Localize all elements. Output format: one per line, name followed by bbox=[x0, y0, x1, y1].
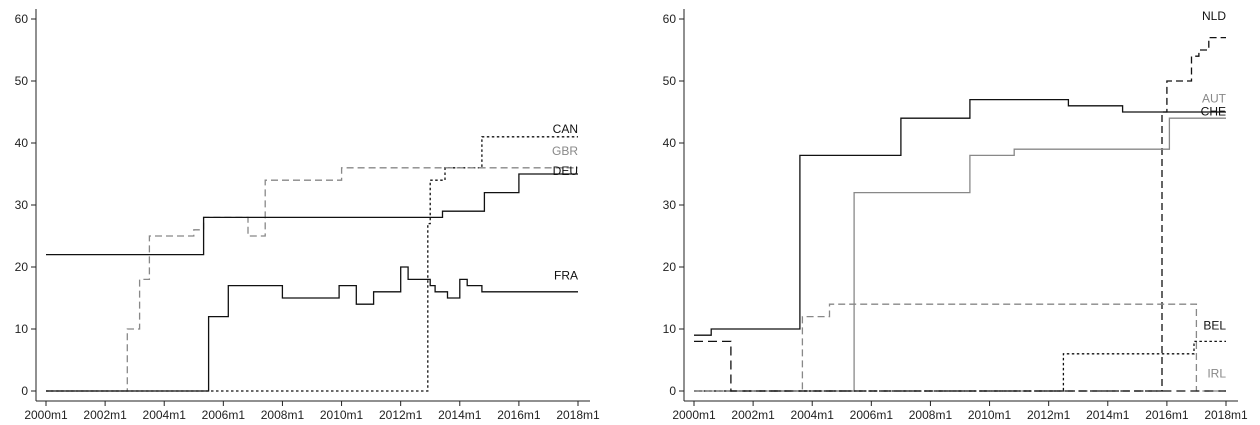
y-tick-label: 50 bbox=[663, 74, 677, 88]
x-tick-label: 2002m1 bbox=[731, 408, 775, 422]
series-label-fra: FRA bbox=[554, 269, 578, 283]
y-tick-label: 40 bbox=[15, 136, 29, 150]
series-label-bel: BEL bbox=[1203, 318, 1226, 332]
series-line-nld bbox=[694, 36, 1226, 392]
y-tick-label: 0 bbox=[669, 384, 676, 398]
series-line-irl bbox=[694, 303, 1226, 392]
y-tick-label: 50 bbox=[15, 74, 29, 88]
series-label-deu: DEU bbox=[553, 164, 578, 178]
x-tick-label: 2004m1 bbox=[791, 408, 835, 422]
series-line-deu bbox=[46, 173, 578, 256]
x-tick-label: 2012m1 bbox=[379, 408, 423, 422]
x-tick-label: 2016m1 bbox=[1145, 408, 1189, 422]
series-line-unlabeled bbox=[694, 340, 1226, 392]
x-tick-label: 2002m1 bbox=[83, 408, 127, 422]
x-tick-label: 2000m1 bbox=[24, 408, 68, 422]
x-tick-label: 2010m1 bbox=[320, 408, 364, 422]
series-label-che: CHE bbox=[1201, 104, 1226, 118]
series-label-can: CAN bbox=[553, 122, 578, 136]
x-tick-label: 2006m1 bbox=[202, 408, 246, 422]
x-tick-label: 2018m1 bbox=[556, 408, 600, 422]
series-line-bel bbox=[694, 340, 1226, 392]
series-label-irl: IRL bbox=[1207, 367, 1226, 381]
x-tick-label: 2014m1 bbox=[1086, 408, 1130, 422]
y-tick-label: 30 bbox=[15, 198, 29, 212]
y-tick-label: 10 bbox=[15, 322, 29, 336]
y-tick-label: 20 bbox=[15, 260, 29, 274]
chart-left: 0 10 20 30 40 50 60 2000m1 2002m1 2004m1 2006m1 200… bbox=[15, 9, 600, 422]
series-label-aut: AUT bbox=[1202, 91, 1227, 105]
x-tick-label: 2012m1 bbox=[1027, 408, 1071, 422]
x-tick-label: 2016m1 bbox=[497, 408, 541, 422]
x-tick-label: 2010m1 bbox=[968, 408, 1012, 422]
series-line-can bbox=[46, 136, 578, 392]
x-tick-label: 2014m1 bbox=[438, 408, 482, 422]
x-tick-label: 2004m1 bbox=[143, 408, 187, 422]
y-tick-label: 0 bbox=[21, 384, 28, 398]
chart-right: 0 10 20 30 40 50 60 2000m1 2002m1 2004m1 2006m1 200… bbox=[663, 9, 1248, 422]
x-tick-label: 2000m1 bbox=[672, 408, 716, 422]
x-tick-label: 2018m1 bbox=[1204, 408, 1248, 422]
y-tick-label: 20 bbox=[663, 260, 677, 274]
x-tick-label: 2006m1 bbox=[850, 408, 894, 422]
y-tick-label: 30 bbox=[663, 198, 677, 212]
x-tick-label: 2008m1 bbox=[261, 408, 305, 422]
series-label-nld: NLD bbox=[1202, 9, 1226, 23]
y-tick-label: 40 bbox=[663, 136, 677, 150]
series-line-che bbox=[694, 98, 1226, 336]
x-tick-label: 2008m1 bbox=[909, 408, 953, 422]
y-tick-label: 60 bbox=[15, 12, 29, 26]
series-line-gbr bbox=[46, 167, 578, 392]
series-label-gbr: GBR bbox=[552, 144, 578, 158]
series-line-aut bbox=[694, 117, 1226, 392]
y-tick-label: 10 bbox=[663, 322, 677, 336]
y-tick-label: 60 bbox=[663, 12, 677, 26]
series-line-fra bbox=[46, 266, 578, 392]
